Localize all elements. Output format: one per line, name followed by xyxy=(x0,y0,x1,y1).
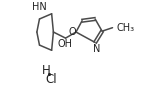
Text: H: H xyxy=(42,64,51,77)
Text: Cl: Cl xyxy=(46,73,57,86)
Text: CH₃: CH₃ xyxy=(117,23,135,33)
Text: N: N xyxy=(93,44,101,54)
Text: OH: OH xyxy=(57,39,72,49)
Text: O: O xyxy=(69,27,76,37)
Text: HN: HN xyxy=(32,2,46,12)
